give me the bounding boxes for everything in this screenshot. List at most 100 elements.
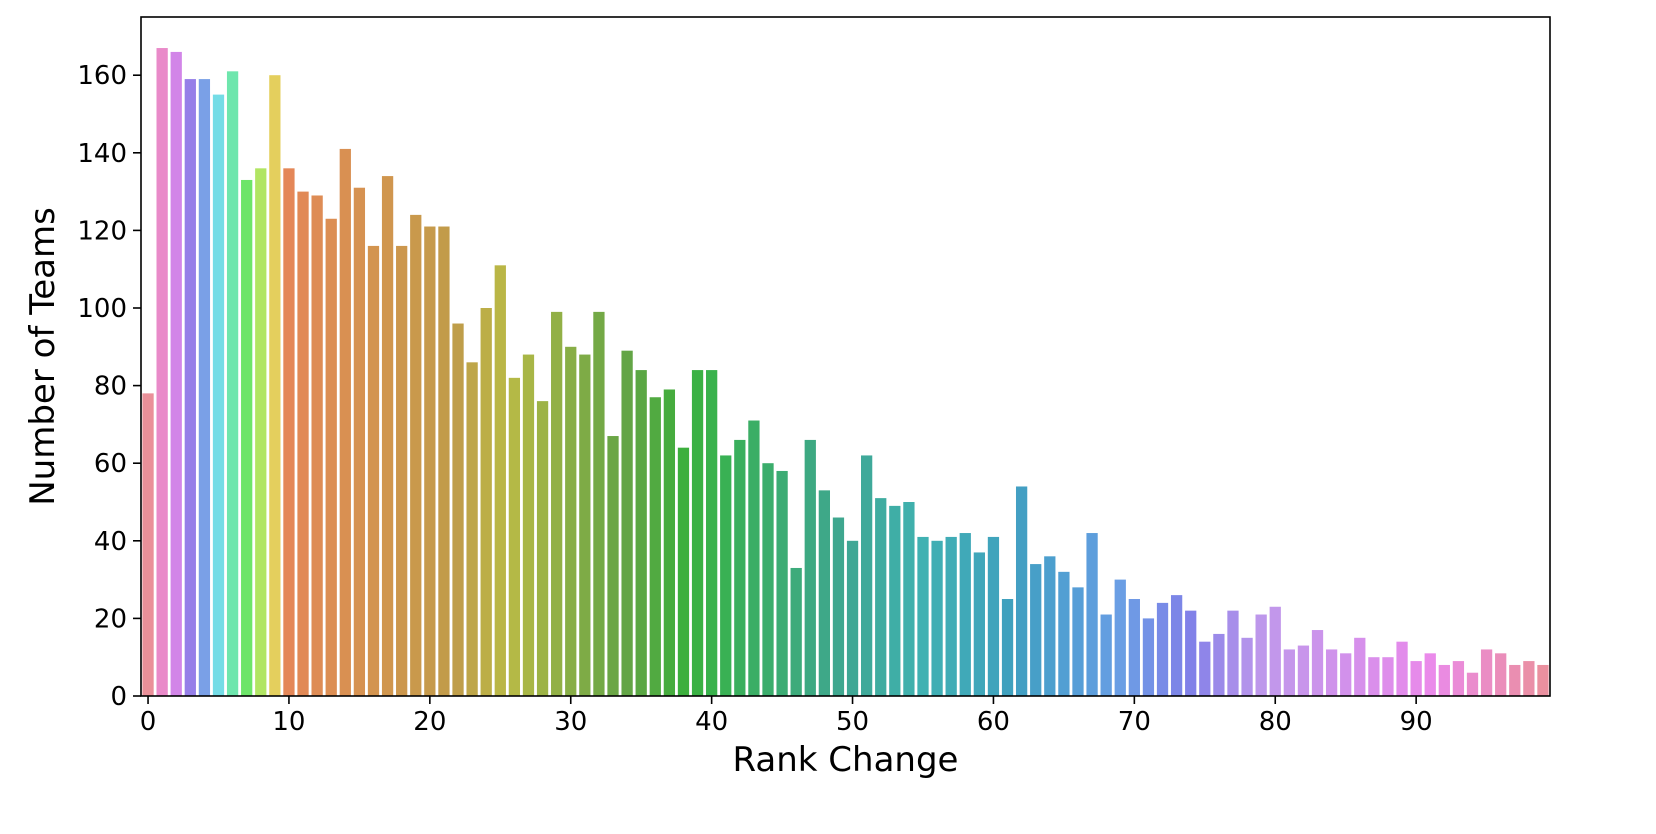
bar-rank-61 [1001, 599, 1014, 696]
bar-rank-79 [1255, 614, 1267, 696]
x-tick-label: 0 [140, 707, 157, 737]
bar-rank-18 [396, 245, 408, 697]
bar-rank-7 [241, 179, 253, 696]
bar-rank-49 [832, 517, 845, 696]
bar-rank-87 [1368, 657, 1380, 696]
bars-group [142, 48, 1549, 697]
bar-rank-31 [579, 354, 591, 696]
bar-rank-35 [635, 370, 647, 696]
bar-rank-83 [1311, 630, 1324, 696]
bar-rank-33 [607, 436, 619, 696]
bar-rank-92 [1438, 664, 1450, 696]
bar-rank-5 [212, 94, 225, 697]
bar-rank-65 [1058, 571, 1070, 696]
bar-rank-64 [1044, 556, 1056, 696]
bar-rank-22 [452, 323, 464, 696]
bar-rank-2 [170, 51, 182, 697]
bar-rank-32 [593, 311, 605, 696]
y-tick-label: 0 [110, 682, 127, 712]
bar-rank-75 [1199, 641, 1211, 696]
y-tick-label: 100 [77, 294, 127, 324]
bar-rank-55 [917, 536, 929, 696]
bar-rank-95 [1480, 649, 1493, 696]
x-tick-label: 80 [1259, 707, 1292, 737]
x-tick-label: 50 [836, 707, 869, 737]
bar-rank-66 [1072, 587, 1084, 696]
bar-rank-93 [1452, 661, 1465, 696]
bar-rank-14 [339, 148, 351, 697]
bar-rank-47 [804, 439, 816, 696]
bar-rank-73 [1170, 595, 1183, 696]
plot-frame [140, 16, 1551, 697]
bar-rank-71 [1142, 618, 1155, 696]
bar-rank-85 [1340, 653, 1352, 696]
x-axis: 0 10 20 30 40 50 60 70 80 90 [140, 696, 1433, 737]
bar-rank-56 [931, 540, 943, 696]
bar-rank-20 [424, 226, 436, 696]
bar-rank-38 [677, 447, 690, 696]
bar-rank-46 [790, 567, 802, 696]
bar-rank-8 [255, 168, 267, 696]
bar-rank-16 [367, 245, 380, 697]
bar-rank-25 [494, 265, 506, 696]
bar-rank-27 [522, 354, 535, 696]
bar-rank-34 [621, 350, 633, 696]
bar-rank-58 [959, 533, 971, 696]
bar-rank-19 [410, 214, 422, 696]
x-tick-label: 90 [1400, 707, 1433, 737]
bar-rank-41 [720, 455, 732, 696]
bar-rank-69 [1114, 579, 1126, 696]
x-tick-label: 40 [695, 707, 728, 737]
y-tick-label: 160 [77, 61, 127, 91]
y-tick-label: 120 [77, 216, 127, 246]
bar-rank-23 [466, 362, 478, 696]
bar-rank-97 [1509, 664, 1521, 696]
bar-rank-11 [297, 191, 309, 696]
bar-rank-29 [551, 311, 563, 696]
bar-rank-60 [987, 536, 1000, 696]
bar-rank-45 [776, 470, 788, 696]
bar-rank-10 [283, 168, 295, 696]
x-axis-title: Rank Change [733, 740, 959, 780]
bar-rank-82 [1297, 645, 1310, 696]
bar-rank-57 [945, 536, 957, 696]
x-tick-label: 60 [977, 707, 1010, 737]
bar-rank-24 [480, 308, 492, 696]
y-axis: 0 20 40 60 80 100 120 140 160 [77, 61, 141, 712]
bar-rank-48 [818, 490, 831, 696]
bar-rank-40 [706, 370, 718, 696]
bar-rank-78 [1241, 637, 1253, 696]
bar-rank-36 [649, 397, 661, 696]
bar-rank-39 [691, 370, 704, 696]
bar-rank-80 [1269, 606, 1281, 696]
y-axis-title: Number of Teams [23, 207, 63, 506]
bar-rank-51 [860, 455, 873, 696]
bar-rank-17 [381, 176, 394, 696]
bar-rank-30 [565, 346, 577, 696]
x-tick-label: 70 [1118, 707, 1151, 737]
x-tick-label: 30 [554, 707, 587, 737]
bar-rank-1 [156, 48, 168, 697]
bar-rank-50 [846, 540, 859, 696]
bar-rank-98 [1523, 661, 1535, 696]
x-tick-label: 10 [272, 707, 305, 737]
bar-rank-44 [762, 463, 774, 696]
bar-rank-52 [875, 498, 887, 696]
bar-rank-96 [1495, 653, 1507, 696]
bar-rank-15 [353, 187, 366, 696]
bar-rank-13 [325, 218, 337, 696]
bar-rank-94 [1466, 672, 1479, 696]
bar-rank-3 [184, 79, 196, 696]
bar-rank-26 [508, 377, 521, 696]
bar-rank-43 [748, 420, 760, 696]
bar-rank-54 [903, 502, 915, 696]
bar-rank-28 [536, 401, 549, 696]
y-tick-label: 80 [94, 372, 127, 402]
bar-rank-81 [1283, 649, 1295, 696]
bar-rank-74 [1185, 610, 1197, 696]
bar-rank-6 [226, 71, 239, 696]
x-tick-label: 20 [413, 707, 446, 737]
bar-rank-53 [889, 505, 901, 696]
bar-rank-68 [1100, 614, 1112, 696]
